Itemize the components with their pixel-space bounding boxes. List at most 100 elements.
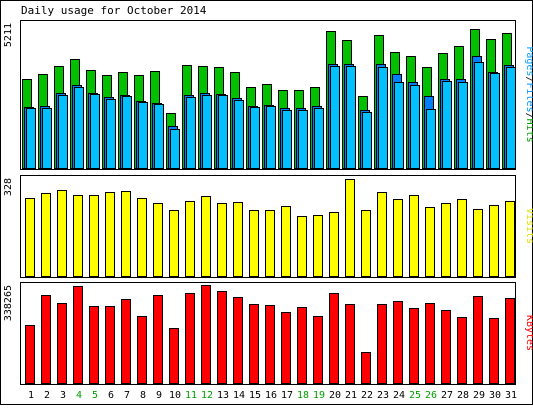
day-tick-label: 11 xyxy=(185,390,197,401)
kbytes-bar xyxy=(441,310,451,384)
kbytes-bar xyxy=(457,317,467,384)
kbytes-bar xyxy=(393,301,403,384)
visits-bar xyxy=(473,209,483,277)
day-tick-label: 22 xyxy=(361,390,373,401)
pages-bar xyxy=(490,73,500,169)
pages-bar xyxy=(138,102,148,169)
kbytes-bar xyxy=(89,306,99,384)
kbytes-bar xyxy=(169,328,179,384)
day-tick-label: 18 xyxy=(297,390,309,401)
visits-bar xyxy=(425,207,435,277)
day-tick-label: 20 xyxy=(329,390,341,401)
visits-bar xyxy=(489,205,499,277)
pages-bar xyxy=(42,108,52,169)
kbytes-bar xyxy=(409,308,419,384)
visits-bar xyxy=(281,206,291,277)
pages-bar xyxy=(394,82,404,169)
pages-bar xyxy=(506,67,516,169)
pages-bar xyxy=(442,81,452,169)
pages-bar xyxy=(314,108,324,169)
day-tick-label: 24 xyxy=(393,390,405,401)
kbytes-bar xyxy=(233,297,243,384)
axis-label-part: Pages xyxy=(524,46,533,76)
day-tick-label: 29 xyxy=(473,390,485,401)
kbytes-bar xyxy=(313,316,323,384)
visits-bar xyxy=(121,191,131,277)
day-tick-label: 1 xyxy=(28,390,34,401)
day-tick-label: 14 xyxy=(233,390,245,401)
day-tick-label: 2 xyxy=(44,390,50,401)
visits-bar xyxy=(89,195,99,277)
kbytes-bar xyxy=(201,285,211,384)
visits-bar xyxy=(153,203,163,277)
day-tick-label: 10 xyxy=(169,390,181,401)
kbytes-bar xyxy=(265,305,275,384)
pages-bar xyxy=(426,109,436,169)
day-tick-label: 13 xyxy=(217,390,229,401)
max-value-label: 338265 xyxy=(3,285,14,321)
day-tick-label: 4 xyxy=(76,390,82,401)
panel-3: 338265 KBytes xyxy=(3,282,533,385)
pages-bar xyxy=(218,95,228,169)
pages-bar xyxy=(186,97,196,169)
visits-bar xyxy=(185,201,195,277)
pages-bar xyxy=(298,110,308,169)
day-tick-label: 19 xyxy=(313,390,325,401)
pages-bar xyxy=(74,87,84,169)
day-tick-label: 17 xyxy=(281,390,293,401)
series-axis-label: KBytes xyxy=(524,315,533,351)
kbytes-bar xyxy=(377,304,387,384)
visits-bar xyxy=(217,203,227,277)
day-tick-label: 30 xyxy=(489,390,501,401)
kbytes-bar xyxy=(281,312,291,384)
pages-bar xyxy=(410,85,420,169)
chart-title: Daily usage for October 2014 xyxy=(21,4,207,17)
axis-label-part: / xyxy=(524,113,533,119)
kbytes-bar xyxy=(489,318,499,384)
day-tick-label: 6 xyxy=(108,390,114,401)
max-value-label: 328 xyxy=(3,178,14,196)
kbytes-bar xyxy=(41,295,51,384)
visits-bar xyxy=(457,199,467,277)
visits-bar xyxy=(169,210,179,277)
panel-2: 328 Visits xyxy=(3,175,533,278)
visits-bar xyxy=(329,212,339,277)
day-tick-label: 3 xyxy=(60,390,66,401)
day-tick-label: 5 xyxy=(92,390,98,401)
pages-bar xyxy=(170,129,180,169)
pages-bar xyxy=(330,66,340,169)
kbytes-bar xyxy=(329,293,339,384)
series-axis-label: Visits xyxy=(524,208,533,244)
pages-bar xyxy=(474,62,484,169)
kbytes-bar xyxy=(57,303,67,384)
visits-bar xyxy=(361,210,371,277)
visits-bar xyxy=(393,199,403,277)
kbytes-bar xyxy=(185,293,195,384)
visits-bar xyxy=(505,201,515,277)
day-tick-label: 7 xyxy=(124,390,130,401)
visits-bar xyxy=(25,198,35,277)
kbytes-bar xyxy=(473,296,483,384)
kbytes-bar xyxy=(345,304,355,384)
visits-bar xyxy=(57,190,67,277)
day-tick-label: 9 xyxy=(156,390,162,401)
visits-bar xyxy=(377,192,387,277)
pages-bar xyxy=(106,99,116,169)
pages-bar xyxy=(346,66,356,169)
pages-bar xyxy=(90,94,100,169)
pages-bar xyxy=(202,95,212,169)
visits-bar xyxy=(73,195,83,277)
day-tick-label: 27 xyxy=(441,390,453,401)
day-tick-label: 21 xyxy=(345,390,357,401)
kbytes-bar xyxy=(505,298,515,384)
visits-bar xyxy=(233,202,243,277)
day-tick-label: 12 xyxy=(201,390,213,401)
pages-bar xyxy=(234,100,244,169)
kbytes-bar xyxy=(25,325,35,384)
kbytes-bar xyxy=(153,295,163,384)
kbytes-bar xyxy=(121,299,131,384)
day-tick-label: 16 xyxy=(265,390,277,401)
pages-bar xyxy=(250,107,260,169)
axis-label-part: / xyxy=(524,76,533,82)
day-tick-label: 23 xyxy=(377,390,389,401)
